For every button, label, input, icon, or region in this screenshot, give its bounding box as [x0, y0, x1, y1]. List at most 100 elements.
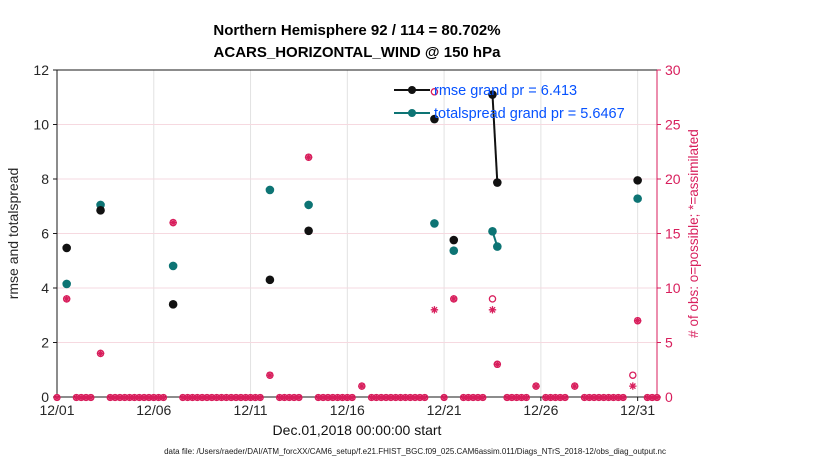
assimilated-zero-marker [232, 394, 240, 401]
assimilated-zero-marker [421, 394, 429, 401]
assimilated-zero-marker [460, 394, 467, 401]
zero-obs-row [53, 393, 661, 402]
assimilated-zero-marker [595, 394, 603, 401]
totalspread-point [304, 200, 313, 210]
assimilated-zero-marker [464, 394, 472, 401]
assimilated-zero-marker [406, 394, 414, 401]
assimilated-zero-marker [334, 394, 342, 401]
y-left-tick-label: 10 [33, 117, 49, 133]
assimilated-zero-marker [208, 394, 216, 401]
assimilated-zero-marker [585, 394, 593, 401]
totalspread-point [493, 242, 502, 251]
possible-marker [629, 371, 637, 379]
rmse-point [168, 300, 178, 309]
assimilated-zero-marker [397, 394, 404, 401]
assimilated-zero-marker [513, 394, 521, 401]
assimilated-zero-marker [343, 394, 351, 401]
assimilated-zero-marker [290, 394, 298, 401]
assimilated-zero-marker [648, 394, 656, 401]
assimilated-zero-marker [218, 394, 225, 401]
x-tick-label: 12/21 [427, 402, 462, 418]
assimilated-zero-marker [518, 394, 525, 401]
assimilated-zero-marker [193, 394, 201, 401]
assimilated-zero-marker [87, 394, 95, 401]
rmse-point [96, 206, 105, 215]
assimilated-marker [358, 382, 366, 390]
y-left-tick-label: 4 [41, 280, 49, 296]
y-right-tick-label: 15 [665, 226, 681, 242]
assimilated-series [62, 153, 642, 390]
assimilated-marker [493, 360, 502, 368]
assimilated-zero-marker [547, 394, 554, 401]
assimilated-zero-marker [145, 394, 153, 401]
assimilated-zero-marker [522, 394, 530, 401]
title-block: Northern Hemisphere 92 / 114 = 80.702% A… [57, 20, 657, 64]
assimilated-zero-marker [256, 394, 264, 401]
x-tick-label: 12/16 [330, 402, 365, 418]
data-file-caption: data file: /Users/raeder/DAI/ATM_forcXX/… [164, 447, 666, 456]
assimilated-zero-marker [135, 394, 143, 401]
assimilated-zero-marker [189, 394, 196, 401]
assimilated-zero-marker [314, 394, 322, 401]
assimilated-zero-marker [411, 394, 419, 401]
assimilated-zero-marker [590, 394, 598, 401]
assimilated-zero-marker [203, 394, 211, 401]
legend-label: rmse grand pr = 6.413 [434, 83, 577, 99]
assimilated-zero-marker [150, 394, 158, 401]
assimilated-zero-marker [324, 394, 332, 401]
assimilated-zero-marker [140, 394, 148, 401]
assimilated-marker [532, 382, 540, 390]
y-right-tick-label: 5 [665, 335, 673, 351]
assimilated-zero-marker [126, 394, 133, 401]
totalspread-point [633, 194, 642, 203]
legend-marker-sample [408, 109, 416, 117]
rmse-point [62, 243, 71, 253]
assimilated-marker [304, 153, 313, 161]
assimilated-zero-marker [581, 394, 588, 401]
assimilated-zero-marker [542, 394, 550, 401]
totalspread-point [488, 227, 497, 236]
rmse-point [265, 275, 275, 285]
assimilated-marker [488, 306, 497, 314]
legend: rmse grand pr = 6.413 totalspread grand p… [394, 83, 625, 122]
rmse-point [488, 90, 497, 99]
assimilated-marker [629, 382, 637, 390]
assimilated-zero-marker [610, 394, 617, 401]
assimilated-zero-marker [377, 394, 385, 401]
assimilated-zero-marker [614, 394, 622, 401]
assimilated-zero-marker [643, 394, 651, 401]
assimilated-zero-marker [600, 394, 608, 401]
x-axis-label: Dec.01,2018 00:00:00 start [273, 422, 442, 438]
assimilated-zero-marker [179, 394, 187, 401]
y-right-tick-label: 30 [665, 62, 681, 78]
assimilated-zero-marker [155, 394, 163, 401]
assimilated-zero-marker [348, 394, 356, 401]
x-tick-label: 12/06 [136, 402, 171, 418]
x-tick-label: 12/01 [39, 402, 74, 418]
possible-marker [488, 295, 497, 303]
assimilated-marker [571, 382, 579, 390]
x-tick-label: 12/11 [234, 402, 268, 418]
rmse-point [304, 226, 313, 236]
assimilated-zero-marker [281, 394, 288, 401]
rmse-segment [491, 94, 499, 183]
assimilated-zero-marker [416, 394, 424, 401]
y-right-axis-label: # of obs: o=possible; *=assimilated [686, 129, 701, 338]
assimilated-zero-marker [372, 394, 380, 401]
x-tick-label: 12/31 [620, 402, 655, 418]
assimilated-zero-marker [440, 394, 448, 401]
rmse-point [449, 235, 459, 245]
assimilated-zero-marker [474, 394, 482, 401]
y-left-tick-label: 8 [41, 171, 49, 187]
assimilated-zero-marker [605, 394, 613, 401]
assimilated-zero-marker [77, 394, 85, 401]
assimilated-marker [96, 349, 105, 358]
assimilated-zero-marker [184, 394, 192, 401]
legend-marker-sample [408, 86, 416, 94]
rmse-series [62, 90, 642, 309]
assimilated-marker [266, 371, 274, 379]
assimilated-zero-marker [116, 394, 124, 401]
assimilated-zero-marker [329, 394, 337, 401]
assimilated-zero-marker [276, 394, 283, 401]
